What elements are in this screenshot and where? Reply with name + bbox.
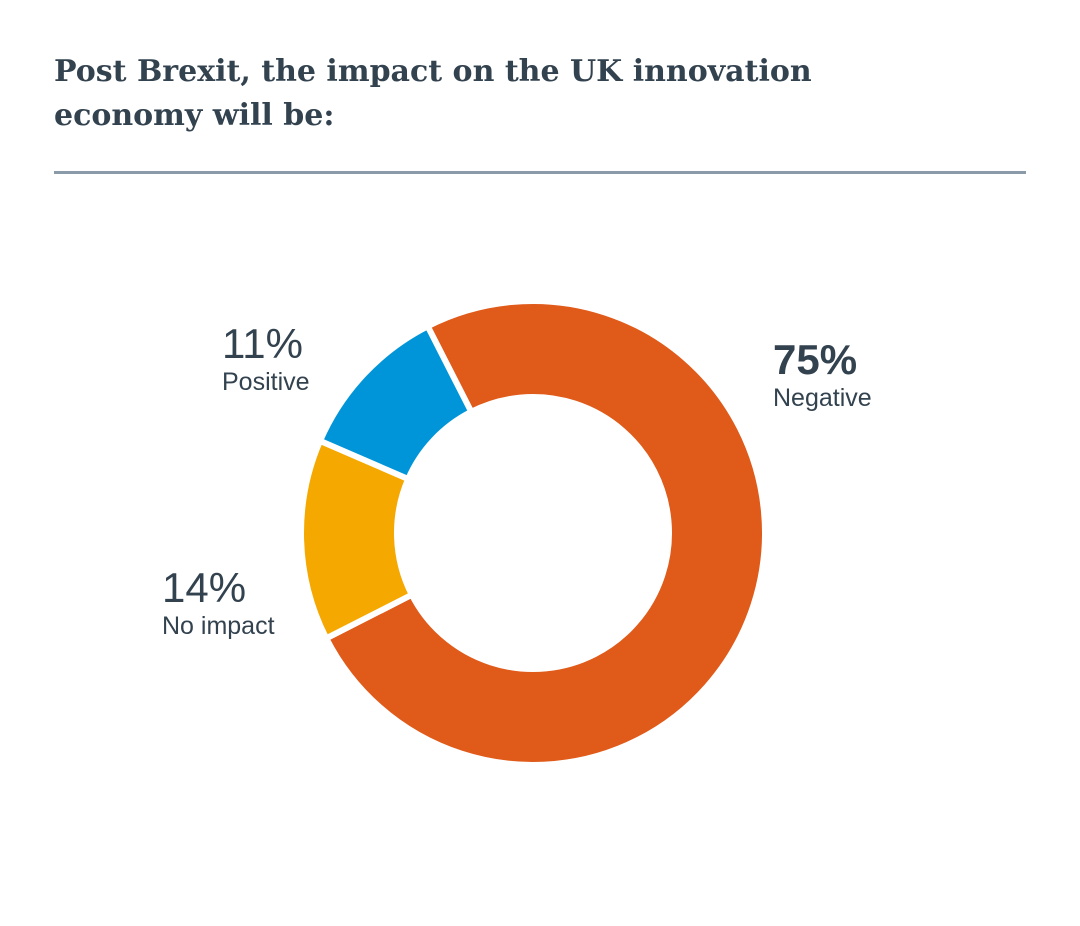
slice-name-negative: Negative [773, 384, 872, 412]
title-divider [54, 171, 1026, 174]
slice-value-no-impact: 14% [162, 564, 247, 611]
slice-label-positive: 11% Positive [222, 321, 310, 397]
donut-slice-negative [322, 298, 768, 768]
donut-slice-positive [316, 322, 476, 483]
chart-title: Post Brexit, the impact on the UK innova… [54, 54, 812, 133]
slice-name-positive: Positive [222, 368, 310, 396]
slice-name-no-impact: No impact [162, 612, 275, 640]
slice-label-no-impact: 14% No impact [162, 565, 275, 641]
slice-value-positive: 11% [222, 320, 303, 367]
slice-label-negative: 75% Negative [773, 337, 872, 413]
slice-value-negative: 75% [773, 336, 858, 383]
